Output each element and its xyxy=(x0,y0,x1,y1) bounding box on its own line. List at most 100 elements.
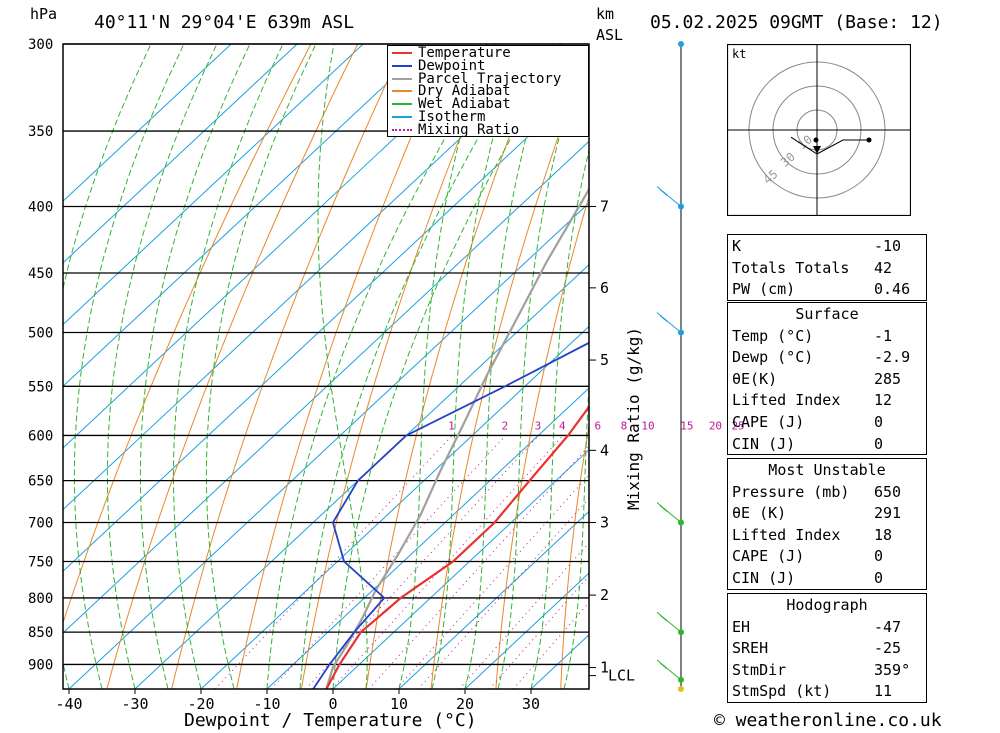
row-label: CIN (J) xyxy=(732,434,796,453)
legend-item: Dewpoint xyxy=(392,57,486,74)
km-tick-label: 4 xyxy=(600,441,609,459)
row-value: 18 xyxy=(874,525,893,544)
pressure-tick-label: 450 xyxy=(28,266,53,282)
km-tick-label: 5 xyxy=(600,351,609,369)
km-tick-label: LCL xyxy=(608,667,635,685)
row-label: θE (K) xyxy=(732,504,787,523)
row-value: 285 xyxy=(874,369,902,388)
row-value: 291 xyxy=(874,504,902,523)
legend-item: Mixing Ratio xyxy=(392,121,520,138)
location-title: 40°11'N 29°04'E 639m ASL xyxy=(94,12,355,33)
wet-adiabat-line xyxy=(266,44,502,689)
section-title: Surface xyxy=(795,305,859,323)
index-row-k: K -10 xyxy=(728,235,926,257)
mixing-ratio-label: 10 xyxy=(641,419,654,432)
index-value: -10 xyxy=(874,237,902,255)
isotherm-line xyxy=(63,44,232,202)
x-tick-label: 30 xyxy=(522,695,540,713)
legend-label: Mixing Ratio xyxy=(418,121,520,138)
km-tick-label: 6 xyxy=(600,279,609,297)
x-tick-label: 0 xyxy=(328,695,337,713)
wind-barb xyxy=(656,312,682,333)
row-label: EH xyxy=(732,617,751,636)
table-row: SREH -25 xyxy=(728,637,926,659)
legend-item: Isotherm xyxy=(392,110,485,124)
storm-motion-marker xyxy=(813,146,821,154)
hodograph-point xyxy=(866,137,872,143)
section-title: Hodograph xyxy=(786,596,868,614)
row-value: -47 xyxy=(874,617,902,636)
isotherm-line xyxy=(63,44,430,387)
table-row: Lifted Index 12 xyxy=(728,389,926,411)
index-value: 42 xyxy=(874,258,893,277)
dry-adiabat-line xyxy=(171,44,405,689)
isotherm-line xyxy=(63,44,298,264)
dry-adiabat-line xyxy=(236,44,452,689)
row-label: Temp (°C) xyxy=(732,326,814,345)
row-label: CAPE (J) xyxy=(732,547,805,566)
mixing-ratio-line xyxy=(270,435,506,689)
x-tick-label: -40 xyxy=(55,695,82,713)
row-value: 650 xyxy=(874,482,902,501)
row-label: StmDir xyxy=(732,660,787,679)
surface-table: Surface Temp (°C) -1 Dewp (°C) -2.9 θE(K) 2… xyxy=(727,302,927,456)
mixing-ratio-label: 2 xyxy=(502,419,509,432)
mixing-ratio-label: 6 xyxy=(594,419,601,432)
pressure-tick-label: 800 xyxy=(28,591,53,607)
x-tick-label: 20 xyxy=(456,695,474,713)
pressure-tick-label: 900 xyxy=(28,657,53,673)
x-tick-label: -20 xyxy=(187,695,214,713)
row-label: CIN (J) xyxy=(732,568,796,587)
dry-adiabat-line xyxy=(495,194,589,689)
table-row: θE(K) 285 xyxy=(728,368,926,390)
km-unit-label: km xyxy=(596,5,615,23)
temperature-line xyxy=(325,405,589,689)
mixing-ratio-label: 3 xyxy=(535,419,542,432)
table-row: Pressure (mb) 650 xyxy=(728,481,926,503)
legend-swatch xyxy=(392,128,412,131)
chart-legend: Temperature Dewpoint Parcel Trajectory Dry … xyxy=(387,45,589,137)
wet-adiabat-line xyxy=(139,44,251,689)
legend-swatch xyxy=(392,103,412,106)
legend-label: Parcel Trajectory xyxy=(418,70,562,87)
mixing-ratio-line xyxy=(417,497,589,689)
hodograph-table: Hodograph EH -47 SREH -25 StmDir 359° StmSp… xyxy=(727,593,927,703)
isotherm-line xyxy=(200,325,589,689)
mixing-ratio-label: 20 xyxy=(709,419,722,432)
most-unstable-table: Most Unstable Pressure (mb) 650 θE (K) 291… xyxy=(727,458,927,590)
table-row: Temp (°C) -1 xyxy=(728,325,926,347)
mixing-ratio-line xyxy=(395,474,589,689)
pressure-tick-label: 400 xyxy=(28,199,53,215)
row-value: 359° xyxy=(874,660,911,679)
x-tick-label: -30 xyxy=(121,695,148,713)
dry-adiabat-line xyxy=(365,44,546,689)
datetime-title: 05.02.2025 09GMT (Base: 12) xyxy=(650,12,943,33)
index-label: Totals Totals xyxy=(732,258,850,277)
section-title: Most Unstable xyxy=(768,461,886,479)
pressure-tick-label: 350 xyxy=(28,124,53,140)
index-label: PW (cm) xyxy=(732,280,796,299)
dry-adiabat-line xyxy=(930,44,966,689)
wet-adiabat-line xyxy=(497,44,587,689)
table-row: Lifted Index 18 xyxy=(728,524,926,546)
legend-item: Temperature xyxy=(392,46,511,60)
legend-swatch xyxy=(392,90,412,93)
dewpoint-line xyxy=(312,341,589,689)
wet-adiabat-line xyxy=(106,44,218,689)
index-row-pw: PW (cm) 0.46 xyxy=(728,278,926,300)
table-row: EH -47 xyxy=(728,616,926,638)
pressure-tick-label: 850 xyxy=(28,625,53,641)
km-tick-label: 3 xyxy=(600,514,609,532)
pressure-tick-label: 700 xyxy=(28,516,53,532)
legend-swatch xyxy=(392,52,412,54)
legend-label: Dewpoint xyxy=(418,57,486,74)
row-label: Lifted Index xyxy=(732,391,841,410)
wind-barb xyxy=(656,659,682,681)
row-label: Dewp (°C) xyxy=(732,348,814,367)
table-row: θE (K) 291 xyxy=(728,502,926,524)
table-row: CIN (J) 0 xyxy=(728,567,926,589)
row-value: -25 xyxy=(874,639,902,658)
row-value: 0 xyxy=(874,568,884,587)
credit-text[interactable]: © weatheronline.co.uk xyxy=(714,710,942,731)
legend-swatch xyxy=(392,64,412,67)
